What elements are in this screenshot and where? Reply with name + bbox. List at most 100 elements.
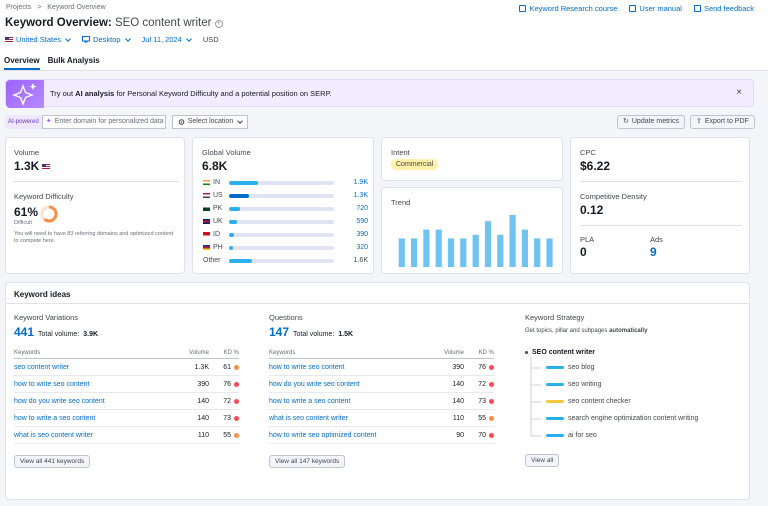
keyword-link[interactable]: how to write a seo content <box>269 397 351 405</box>
table-row: how to write seo content 390 76 <box>269 359 494 376</box>
add-keyword-icon[interactable]: + <box>214 20 223 28</box>
view-all-strategy-button[interactable]: View all <box>525 454 560 467</box>
export-pdf-button[interactable]: ⇪ Export to PDF <box>689 115 755 129</box>
action-buttons: ↻ Update metrics ⇪ Export to PDF <box>617 115 755 129</box>
keyword-kd: 72 <box>478 380 486 388</box>
date-select[interactable]: Jul 11, 2024 <box>142 35 192 44</box>
trend-bar[interactable] <box>546 238 553 267</box>
table-row: how do you write seo content 140 72 <box>14 393 239 410</box>
questions-count[interactable]: 147 <box>269 325 290 339</box>
trend-bar[interactable] <box>497 234 504 267</box>
country-row-us: US 1.3K <box>203 190 368 201</box>
domain-input[interactable]: Enter domain for personalized data <box>41 115 166 129</box>
table-row: what is seo content writer 110 55 <box>269 410 494 427</box>
sparkle-icon <box>6 80 44 108</box>
country-volume[interactable]: 1.3K <box>353 192 368 199</box>
update-metrics-button[interactable]: ↻ Update metrics <box>617 115 685 129</box>
view-all-variations-button[interactable]: View all 441 keywords <box>14 455 91 468</box>
keyword-kd: 55 <box>223 431 231 439</box>
kd-note: You will need to have 83 referring domai… <box>14 231 174 244</box>
country-volume[interactable]: 320 <box>356 244 368 251</box>
kd-value: 61% <box>14 205 39 219</box>
trend-bar[interactable] <box>460 238 467 267</box>
country-bar <box>229 219 334 224</box>
tab-overview[interactable]: Overview <box>4 56 40 70</box>
keyword-research-course-link[interactable]: Keyword Research course <box>519 4 617 13</box>
global-volume-value: 6.8K <box>202 159 228 173</box>
topic-bar-icon <box>546 417 564 420</box>
in-flag-icon <box>203 180 210 185</box>
variations-total: 3.9K <box>83 331 99 338</box>
user-manual-link[interactable]: User manual <box>629 4 682 13</box>
chevron-down-icon <box>237 118 244 124</box>
global-volume-card: Global Volume 6.8K IN 1.9K US 1.3K PK 720 UK 59… <box>192 137 374 274</box>
keyword-kd: 76 <box>223 380 231 388</box>
strategy-item[interactable]: seo blog <box>546 364 594 371</box>
keyword-link[interactable]: how to write a seo content <box>14 414 96 422</box>
us-flag-icon <box>42 163 51 169</box>
trend-bar[interactable] <box>521 229 528 267</box>
kd-dot-icon <box>489 398 494 404</box>
desktop-icon <box>82 36 91 43</box>
topic-bar-icon <box>546 366 564 369</box>
chevron-down-icon <box>124 35 131 42</box>
ads-value[interactable]: 9 <box>650 245 657 259</box>
variations-count[interactable]: 441 <box>14 325 35 339</box>
trend-bar[interactable] <box>484 221 492 267</box>
device-select[interactable]: Desktop <box>82 35 131 44</box>
keyword-link[interactable]: how to write seo optimized content <box>269 431 377 439</box>
breadcrumb-projects[interactable]: Projects <box>6 4 32 11</box>
keyword-kd: 70 <box>478 431 486 439</box>
variations-title: Keyword Variations <box>14 313 79 322</box>
keyword-volume: 140 <box>452 397 464 405</box>
trend-bar[interactable] <box>435 229 442 267</box>
country-volume[interactable]: 1.9K <box>353 179 368 186</box>
keyword-link[interactable]: how do you write seo content <box>269 380 360 388</box>
trend-bar[interactable] <box>534 238 541 267</box>
banner-link[interactable]: AI analysis <box>75 89 115 98</box>
keyword-volume: 1.3K <box>194 363 209 371</box>
keyword-link[interactable]: what is seo content writer <box>14 431 93 439</box>
trend-bar[interactable] <box>423 229 430 267</box>
country-select[interactable]: United States <box>5 35 71 44</box>
breadcrumb-current: Keyword Overview <box>47 4 106 11</box>
strategy-item[interactable]: search engine optimization content writi… <box>546 415 698 422</box>
trend-bar[interactable] <box>509 215 516 267</box>
strategy-desc: Get topics, pillar and subpages automati… <box>525 328 648 334</box>
questions-table: Keywords Volume KD % how to write seo cont… <box>269 347 494 444</box>
country-bar <box>229 206 334 211</box>
keyword-ideas-title: Keyword ideas <box>14 290 71 299</box>
table-row: what is seo content writer 110 55 <box>14 427 239 444</box>
country-volume[interactable]: 590 <box>356 218 368 225</box>
keyword-link[interactable]: how to write seo content <box>14 380 90 388</box>
keyword-link[interactable]: seo content writer <box>14 363 70 371</box>
divider <box>580 181 742 182</box>
strategy-item[interactable]: ai for seo <box>546 432 597 439</box>
view-all-questions-button[interactable]: View all 147 keywords <box>269 455 346 468</box>
divider <box>14 181 178 182</box>
keyword-link[interactable]: what is seo content writer <box>269 414 348 422</box>
country-volume[interactable]: 390 <box>356 231 368 238</box>
trend-bar[interactable] <box>472 234 479 267</box>
ai-powered-badge: AI-powered <box>5 115 42 129</box>
strategy-title: Keyword Strategy <box>525 313 585 322</box>
tab-bulk-analysis[interactable]: Bulk Analysis <box>47 56 100 65</box>
keyword-link[interactable]: how do you write seo content <box>14 397 105 405</box>
trend-bar[interactable] <box>447 238 455 267</box>
close-icon[interactable]: × <box>736 87 742 98</box>
country-volume[interactable]: 720 <box>356 205 368 212</box>
tree-lines <box>530 357 541 437</box>
keyword-kd: 76 <box>478 363 486 371</box>
cpc-card: CPC $6.22 Competitive Density 0.12 PLA 0… <box>570 137 750 274</box>
strategy-item[interactable]: seo writing <box>546 381 601 388</box>
trend-bar[interactable] <box>411 238 418 267</box>
send-feedback-link[interactable]: Send feedback <box>693 4 754 13</box>
divider <box>580 225 742 226</box>
intent-card: Intent Commercial <box>381 137 563 181</box>
global-volume-label: Global Volume <box>202 148 251 157</box>
strategy-item[interactable]: seo content checker <box>546 398 631 405</box>
trend-bar[interactable] <box>398 238 405 267</box>
ai-toolbar: AI-powered Enter domain for personalized… <box>5 115 249 129</box>
location-select[interactable]: Select location <box>171 115 249 129</box>
keyword-link[interactable]: how to write seo content <box>269 363 345 371</box>
